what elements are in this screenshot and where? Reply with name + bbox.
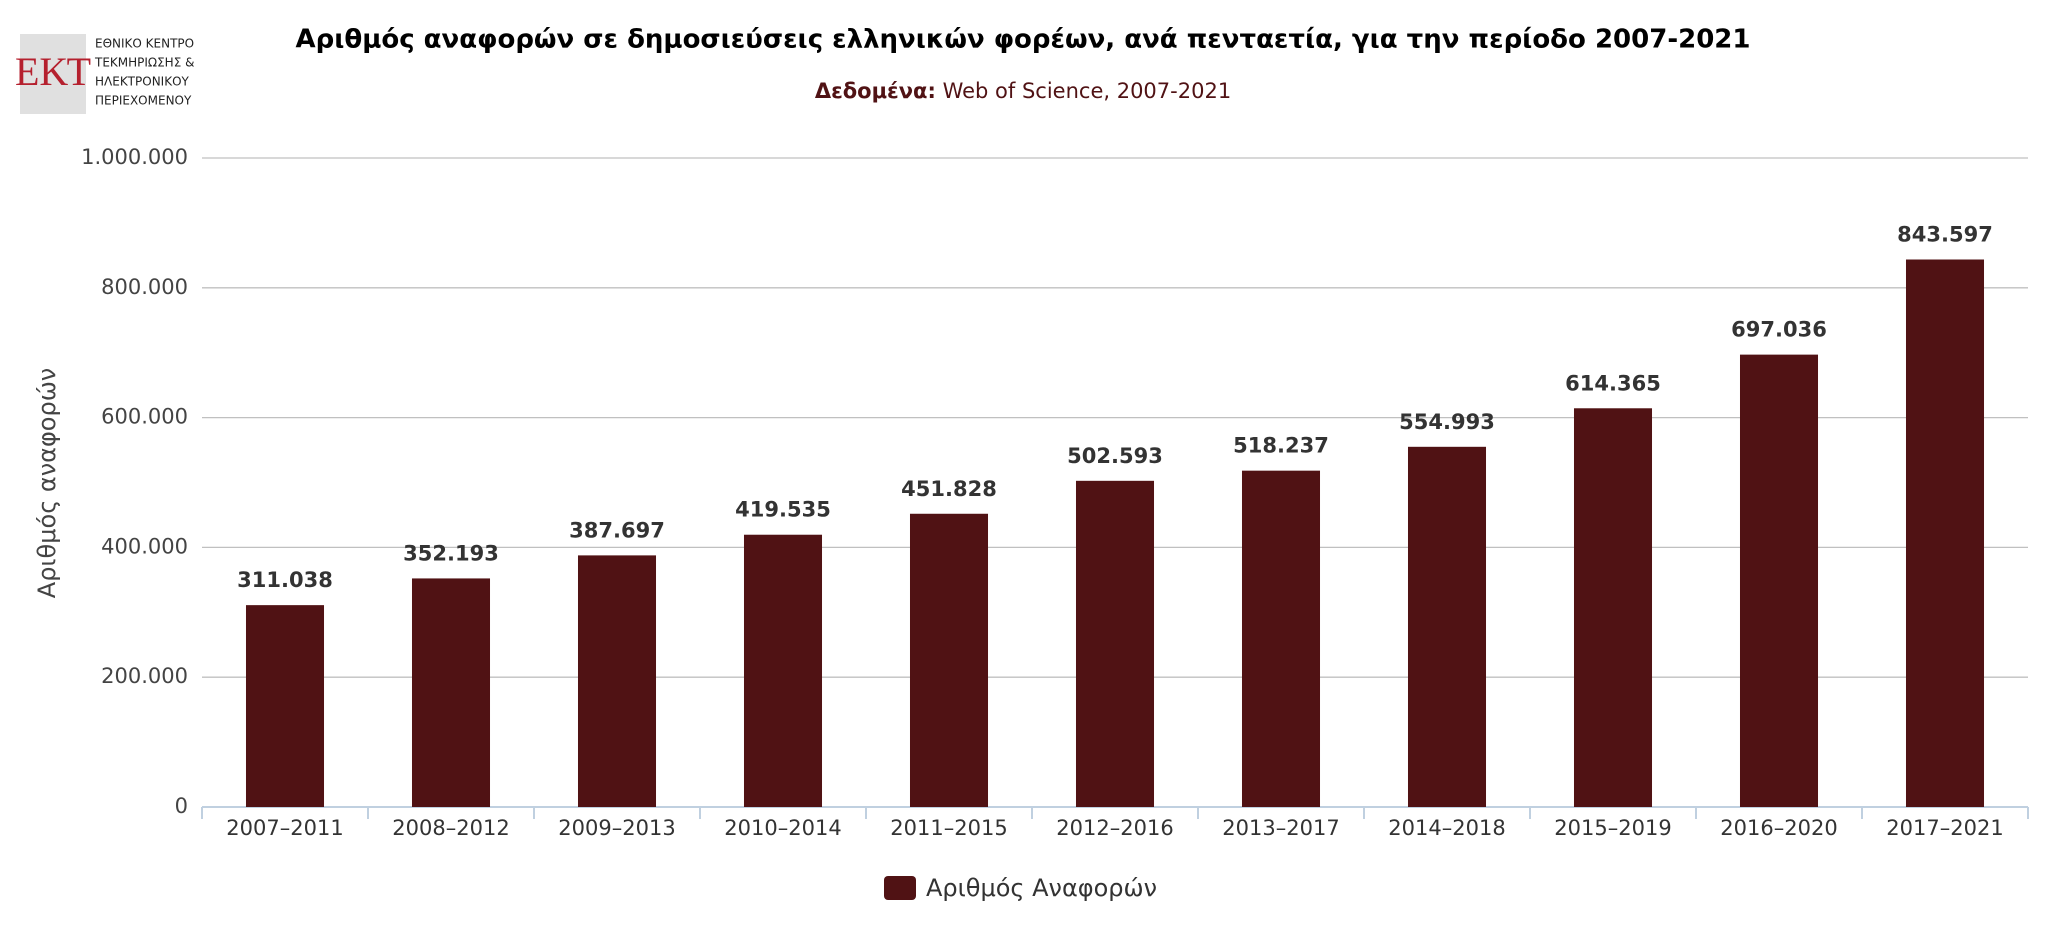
bar	[577, 555, 657, 807]
value-label: 697.036	[1731, 318, 1827, 342]
bar	[1905, 259, 1985, 807]
value-label: 387.697	[569, 518, 665, 542]
x-tick-label: 2016–2020	[1720, 816, 1837, 840]
x-tick-label: 2015–2019	[1554, 816, 1671, 840]
x-tick-label: 2009–2013	[558, 816, 675, 840]
value-label: 614.365	[1565, 371, 1661, 395]
subtitle-label: Δεδομένα:	[815, 79, 936, 103]
x-tick-label: 2007–2011	[226, 816, 343, 840]
chart-subtitle: Δεδομένα: Web of Science, 2007-2021	[815, 79, 1231, 103]
bar	[1075, 480, 1155, 807]
bar	[1241, 470, 1321, 807]
x-tick-label: 2014–2018	[1388, 816, 1505, 840]
bar	[245, 605, 325, 807]
value-label: 843.597	[1897, 223, 1993, 247]
x-tick-label: 2012–2016	[1056, 816, 1173, 840]
value-label: 554.993	[1399, 410, 1495, 434]
bar	[909, 513, 989, 807]
y-tick-label: 400.000	[101, 534, 188, 558]
logo-line: ΕΘΝΙΚΟ ΚΕΝΤΡΟ	[95, 37, 194, 51]
bar	[411, 578, 491, 807]
subtitle-text: Web of Science, 2007-2021	[943, 79, 1232, 103]
legend-swatch	[884, 876, 916, 900]
value-label: 419.535	[735, 498, 831, 522]
y-tick-label: 1.000.000	[81, 145, 188, 169]
chart-title: Αριθμός αναφορών σε δημοσιεύσεις ελληνικ…	[296, 25, 1751, 55]
value-label: 352.193	[403, 541, 499, 565]
y-tick-label: 600.000	[101, 405, 188, 429]
logo-line: ΗΛΕΚΤΡΟΝΙΚΟΥ	[95, 75, 190, 89]
value-label: 451.828	[901, 477, 997, 501]
value-label: 311.038	[237, 568, 333, 592]
value-label: 502.593	[1067, 444, 1163, 468]
y-tick-label: 200.000	[101, 664, 188, 688]
y-tick-label: 0	[175, 794, 188, 818]
bar	[1407, 446, 1487, 807]
y-tick-label: 800.000	[101, 275, 188, 299]
x-tick-label: 2013–2017	[1222, 816, 1339, 840]
logo-mark: ΕΚΤ	[15, 49, 91, 94]
y-axis-title: Αριθμός αναφορών	[33, 368, 61, 598]
legend-label: Αριθμός Αναφορών	[926, 874, 1157, 902]
logo-line: ΠΕΡΙΕΧΟΜΕΝΟΥ	[95, 94, 192, 108]
x-tick-label: 2011–2015	[890, 816, 1007, 840]
value-label: 518.237	[1233, 434, 1329, 458]
bar	[1573, 408, 1653, 807]
logo-line: ΤΕΚΜΗΡΙΩΣΗΣ &	[94, 56, 194, 70]
x-tick-label: 2010–2014	[724, 816, 841, 840]
logo-box	[20, 34, 86, 114]
x-tick-label: 2017–2021	[1886, 816, 2003, 840]
bar	[743, 534, 823, 807]
x-tick-label: 2008–2012	[392, 816, 509, 840]
bar	[1739, 354, 1819, 807]
